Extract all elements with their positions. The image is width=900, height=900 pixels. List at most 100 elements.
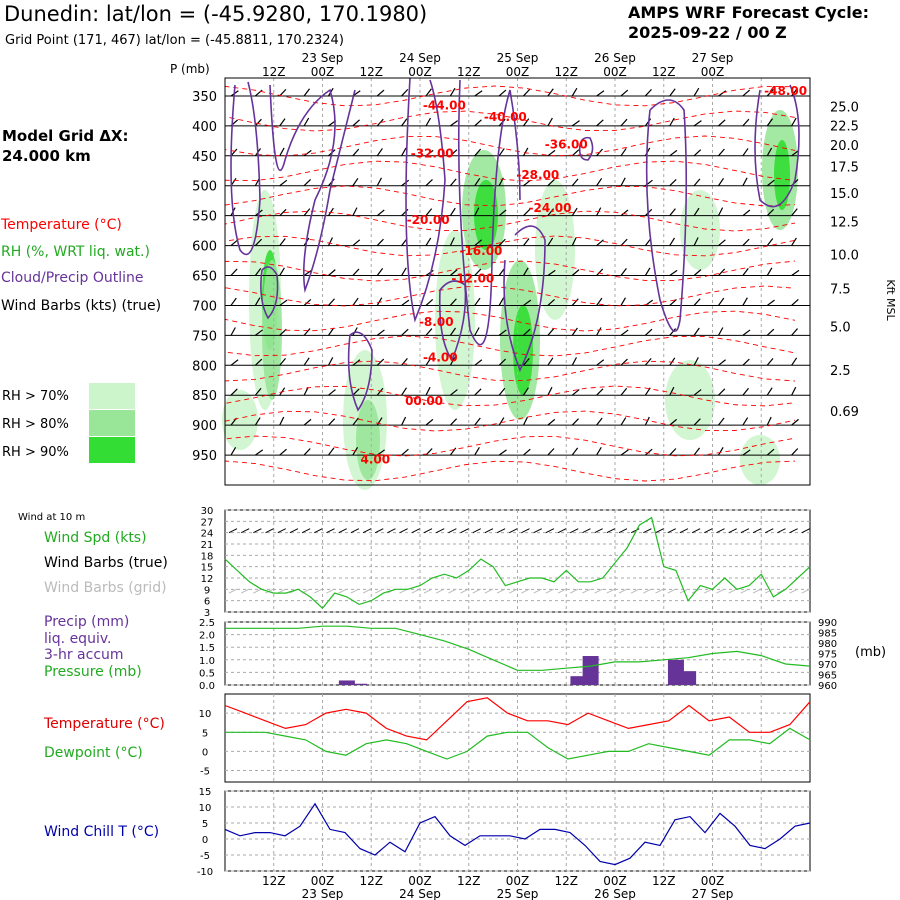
wind-barb: [352, 207, 358, 216]
wind-barb: [693, 178, 701, 187]
wind-barb: [401, 208, 409, 217]
time-tick-top: 12Z: [360, 65, 384, 79]
wind-barb: [279, 358, 286, 366]
wind-barb: [230, 388, 238, 396]
upper-panel-frame: [224, 77, 811, 486]
legend-rh: RH (%, WRT liq. wat.): [1, 244, 150, 260]
chart-title: Dunedin: lat/lon = (-45.9280, 170.1980): [4, 2, 428, 26]
wind-barb: [303, 357, 310, 366]
wind-barb: [766, 238, 774, 246]
wind-barb: [328, 447, 335, 456]
wind-barb: [620, 358, 628, 366]
wind-barb: [620, 267, 627, 276]
date-label-bottom: 24 Sep: [399, 887, 441, 900]
wind-barb: [547, 328, 555, 336]
wind-barb: [669, 179, 677, 187]
wind-barb: [547, 208, 555, 217]
wind-barb: [791, 328, 798, 336]
pressure-tick-label: 700: [192, 299, 217, 314]
date-label-bottom: 25 Sep: [497, 887, 539, 900]
wind-barb: [303, 269, 312, 277]
wind-barb: [450, 120, 459, 127]
temperature-contour: [224, 460, 796, 482]
wind-barb: [669, 269, 678, 277]
wind-barb: [279, 328, 287, 336]
surface-wind-barb-grid: [484, 588, 494, 594]
temp-tick-label: -5: [200, 767, 210, 778]
wind-barb: [327, 357, 334, 366]
wind-barb: [474, 297, 481, 306]
wind-barb: [279, 179, 288, 187]
wind-barb: [425, 298, 434, 306]
wind-barb: [230, 239, 239, 247]
time-tick-bottom: 12Z: [262, 874, 286, 888]
wind-barb: [279, 416, 285, 426]
surface-wind-barb-grid: [362, 588, 372, 594]
wind-barb: [425, 418, 434, 426]
date-label-top: 26 Sep: [594, 51, 636, 65]
wind-barb: [693, 327, 700, 336]
cloud-outline: [269, 84, 356, 294]
temperature-contour: [224, 210, 796, 232]
windchill-tick-label: 15: [199, 787, 212, 798]
wind-barb: [571, 207, 578, 216]
surface-wind-barb-grid: [557, 588, 567, 594]
wind-barb: [717, 447, 724, 456]
wind-barb: [449, 178, 457, 187]
wind-barb: [449, 447, 457, 456]
wind-barb: [644, 416, 650, 426]
temperature-label: -48.00: [764, 84, 807, 98]
wind-tick-label: 6: [204, 597, 210, 608]
surface-wind-barb: [691, 528, 701, 534]
wind-barb: [620, 209, 629, 217]
surface-wind-barb-grid: [509, 588, 518, 594]
wind-barb: [693, 418, 701, 426]
surface-wind-barb: [240, 528, 250, 534]
wind-barb: [522, 416, 528, 426]
precip-tick-label: 0.5: [199, 668, 215, 679]
wind-barb: [766, 267, 773, 276]
temperature-contour: [224, 260, 796, 282]
precip-tick-label: 1.5: [199, 643, 215, 654]
wind-barb: [352, 148, 360, 157]
wind-barb: [498, 358, 507, 366]
time-tick-bottom: 00Z: [408, 874, 432, 888]
wind-tick-label: 30: [201, 506, 214, 517]
surface-wind-barb: [375, 528, 384, 534]
rh-shade-region: [665, 360, 715, 440]
wind-barb: [766, 416, 772, 426]
rh-shade-region: [740, 435, 780, 485]
wind-barb: [620, 148, 627, 157]
wind-barb: [644, 358, 652, 366]
wind-barb: [596, 119, 604, 127]
wind-barb: [766, 88, 774, 97]
rh-shade-region: [535, 180, 575, 320]
legend-wind-speed: Wind Spd (kts): [44, 530, 147, 546]
windchill-tick-label: -10: [197, 867, 213, 878]
wind-barb: [791, 208, 798, 217]
wind-barb: [547, 88, 554, 97]
chart-subtitle: Grid Point (171, 467) lat/lon = (-45.881…: [5, 33, 344, 48]
wind-barb: [401, 118, 408, 127]
wind-barb: [303, 179, 312, 187]
wind-barb: [791, 237, 797, 246]
wind-barb: [376, 297, 383, 306]
surface-wind-barb: [387, 528, 396, 534]
surface-wind-barb-grid: [350, 588, 360, 594]
wind-barb: [254, 297, 261, 306]
wind-barb: [279, 147, 285, 157]
wind-barb: [352, 388, 360, 396]
wind-barb: [498, 89, 507, 97]
time-tick-bottom: 00Z: [311, 874, 335, 888]
wind-barb: [742, 238, 750, 247]
wind-barb: [596, 177, 603, 187]
surface-wind-barb-grid: [728, 588, 737, 594]
wind-barb: [449, 237, 455, 246]
wind-barb: [230, 327, 236, 336]
wind-barb: [596, 239, 604, 247]
surface-wind-barb: [228, 528, 238, 534]
upper-panel: [222, 77, 811, 490]
surface-wind-barb-grid: [375, 588, 384, 594]
wind-barb: [693, 207, 700, 216]
